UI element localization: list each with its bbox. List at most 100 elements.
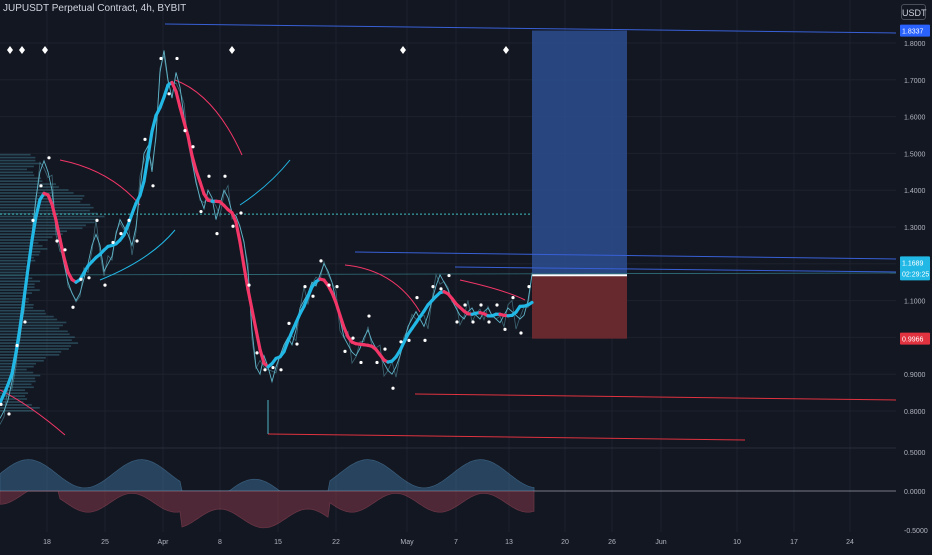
x-tick-label: 20 [561,539,569,546]
signal-dot [495,303,498,306]
volume-profile-bar [0,316,54,318]
price-badge-label: 1.8337 [902,29,924,36]
signal-dot [439,287,442,290]
signal-dot [231,225,234,228]
signal-dot [207,175,210,178]
price-badge-label: 1.1689 [902,260,924,267]
signal-dot [47,156,50,159]
volume-profile-bar [0,236,52,238]
volume-profile-bar [0,251,40,253]
countdown-label: 02:29:25 [902,271,929,278]
signal-dot [519,331,522,334]
volume-profile-bar [0,319,57,321]
signal-dot [239,211,242,214]
signal-dot [263,368,266,371]
signal-dot [343,350,346,353]
volume-profile-bar [0,174,34,176]
signal-dot [471,320,474,323]
x-tick-label: 26 [608,539,616,546]
signal-dot [431,285,434,288]
loss-zone [532,275,627,338]
signal-dot [255,351,258,354]
signal-dot [511,296,514,299]
x-tick-label: 15 [274,539,282,546]
volume-profile-bar [0,269,26,271]
oscillator-tick-label: -0.5000 [904,528,928,535]
signal-dot [487,320,490,323]
signal-dot [375,361,378,364]
volume-profile-bar [0,219,97,221]
signal-dot [55,239,58,242]
volume-profile-bar [0,216,104,218]
volume-profile-bar [0,283,35,285]
volume-profile-bar [0,204,90,206]
moving-average-segment [528,302,532,305]
y-tick-label: 1.6000 [904,115,926,122]
x-tick-label: 10 [733,539,741,546]
signal-dot [143,138,146,141]
volume-profile-bar [0,360,44,362]
volume-profile-bar [0,245,42,247]
volume-profile-bar [0,154,31,156]
volume-profile-bar [0,384,31,386]
volume-profile-bar [0,172,33,174]
volume-profile-bar [0,398,27,400]
volume-profile-bar [0,272,27,274]
signal-dot [63,248,66,251]
signal-dot [383,348,386,351]
x-tick-label: May [400,539,414,546]
volume-profile-bar [0,366,34,368]
volume-profile-bar [0,163,41,165]
volume-profile-bar [0,280,40,282]
x-tick-label: Apr [158,539,170,546]
y-tick-label: 1.7000 [904,78,926,85]
volume-profile-bar [0,375,40,377]
volume-profile-bar [0,180,42,182]
signal-dot [391,387,394,390]
profit-zone [532,31,627,276]
signal-dot [327,284,330,287]
volume-profile-bar [0,348,69,350]
signal-dot [503,328,506,331]
volume-profile-bar [0,248,47,250]
volume-profile-bar [0,363,36,365]
signal-dot [335,285,338,288]
volume-profile-bar [0,307,33,309]
signal-dot [423,339,426,342]
volume-profile-bar [0,227,82,229]
x-tick-label: Jun [655,539,666,546]
signal-dot [455,320,458,323]
volume-profile-bar [0,304,34,306]
signal-dot [295,342,298,345]
x-tick-label: 22 [332,539,340,546]
signal-dot [39,184,42,187]
volume-profile-bar [0,225,86,227]
signal-dot [319,259,322,262]
signal-dot [223,175,226,178]
volume-profile-bar [0,207,93,209]
currency-button[interactable]: USDT [901,4,926,20]
x-tick-label: 17 [790,539,798,546]
signal-dot [167,92,170,95]
y-tick-label: 1.8000 [904,41,926,48]
signal-dot [111,241,114,244]
volume-profile-bar [0,263,26,265]
signal-dot [87,276,90,279]
volume-profile-bar [0,239,48,241]
volume-profile-bar [0,295,24,297]
signal-dot [7,412,10,415]
signal-dot [303,285,306,288]
signal-dot [23,320,26,323]
volume-profile-bar [0,177,41,179]
y-tick-label: 1.1000 [904,299,926,306]
signal-dot [15,344,18,347]
volume-profile-bar [0,266,29,268]
volume-profile-bar [0,328,59,330]
x-tick-label: 13 [505,539,513,546]
volume-profile-bar [0,157,35,159]
signal-dot [31,219,34,222]
signal-dot [527,285,530,288]
y-tick-label: 1.5000 [904,151,926,158]
price-badge-label: 0.9966 [902,337,924,344]
